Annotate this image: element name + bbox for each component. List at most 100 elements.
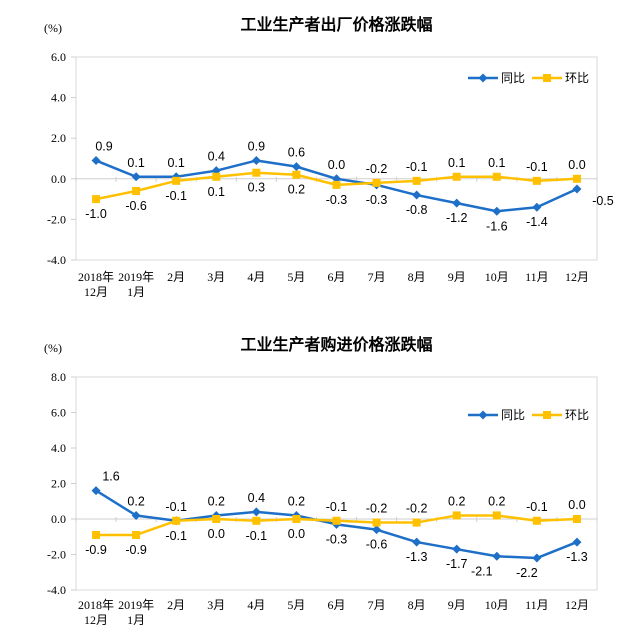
x-axis-tick-label: 7月 bbox=[368, 270, 386, 284]
data-label: -0.1 bbox=[326, 500, 348, 514]
data-label: -1.6 bbox=[486, 219, 508, 233]
unit-label: (%) bbox=[44, 21, 62, 35]
marker-square bbox=[492, 511, 501, 520]
ppi-output-chart: (%) 工业生产者出厂价格涨跌幅 6.0 4.0 2.0 0.0 -2.0 -4.0 201… bbox=[44, 17, 614, 299]
marker-square bbox=[92, 530, 101, 539]
x-axis-tick-label: 2019年 bbox=[118, 270, 154, 284]
x-axis-tick-label: 8月 bbox=[408, 598, 426, 612]
x-axis-tick-label: 2月 bbox=[167, 270, 185, 284]
x-axis-tick-label: 11月 bbox=[525, 598, 549, 612]
data-label: -0.1 bbox=[526, 160, 548, 174]
y-axis-tick-label: 6.0 bbox=[51, 50, 66, 64]
data-label: -0.2 bbox=[366, 162, 388, 176]
data-label: 0.1 bbox=[488, 156, 505, 170]
marker-square bbox=[132, 530, 141, 539]
marker-square bbox=[372, 518, 381, 527]
legend-tongbi-marker-icon bbox=[478, 73, 488, 83]
marker-square bbox=[252, 168, 261, 177]
y-axis-tick-label: 0.0 bbox=[51, 512, 66, 526]
x-axis-tick-label: 1月 bbox=[127, 613, 145, 627]
data-label: 0.9 bbox=[248, 140, 265, 154]
data-label: 0.2 bbox=[208, 494, 225, 508]
data-label: 0.2 bbox=[127, 494, 144, 508]
y-axis-tick-label: 2.0 bbox=[51, 477, 66, 491]
marker-diamond bbox=[412, 190, 422, 200]
marker-square bbox=[492, 172, 501, 181]
legend-huanbi-label: 环比 bbox=[565, 408, 589, 422]
y-axis-tick-label: -2.0 bbox=[47, 212, 66, 226]
marker-square bbox=[292, 515, 301, 523]
data-label: -0.3 bbox=[326, 193, 348, 207]
legend-huanbi-marker-icon bbox=[543, 411, 551, 419]
x-axis-tick-label: 7月 bbox=[368, 598, 386, 612]
marker-square bbox=[92, 195, 101, 204]
y-axis-tick-label: -4.0 bbox=[47, 253, 66, 267]
data-label: 0.1 bbox=[167, 156, 184, 170]
data-label: 0.0 bbox=[288, 527, 305, 541]
marker-square bbox=[212, 172, 221, 181]
data-label: -1.2 bbox=[446, 211, 468, 225]
marker-square bbox=[372, 178, 381, 187]
data-label: -2.2 bbox=[516, 566, 538, 580]
data-label: 0.1 bbox=[448, 156, 465, 170]
data-label: -0.3 bbox=[366, 193, 388, 207]
data-label: 0.0 bbox=[568, 498, 585, 512]
marker-square bbox=[132, 186, 141, 195]
data-label: -0.2 bbox=[406, 502, 428, 516]
marker-square bbox=[252, 516, 261, 525]
legend-huanbi-marker-icon bbox=[543, 74, 551, 82]
y-axis-tick-label: -2.0 bbox=[47, 548, 66, 562]
data-label: -0.9 bbox=[125, 543, 147, 557]
legend-tongbi-label: 同比 bbox=[501, 408, 525, 422]
data-label: -0.3 bbox=[326, 532, 348, 546]
x-axis-tick-label: 1月 bbox=[127, 285, 145, 299]
y-axis-tick-label: 6.0 bbox=[51, 406, 66, 420]
ppi-input-plot: 8.06.04.02.00.0-2.0-4.02018年12月2019年1月2月… bbox=[47, 370, 598, 627]
x-axis-tick-label: 2019年 bbox=[118, 598, 154, 612]
marker-square bbox=[332, 180, 341, 189]
legend-tongbi-marker-icon bbox=[478, 410, 488, 420]
marker-diamond bbox=[131, 510, 141, 520]
marker-diamond bbox=[291, 162, 301, 172]
marker-diamond bbox=[532, 202, 542, 212]
marker-diamond bbox=[91, 486, 101, 496]
x-axis-tick-label: 5月 bbox=[287, 270, 305, 284]
marker-diamond bbox=[372, 525, 382, 535]
data-label: -0.1 bbox=[246, 529, 268, 543]
marker-square bbox=[532, 516, 541, 525]
marker-diamond bbox=[131, 172, 141, 182]
x-axis-tick-label: 10月 bbox=[485, 598, 509, 612]
data-label: -1.3 bbox=[406, 550, 428, 564]
data-label: -0.1 bbox=[165, 529, 187, 543]
marker-diamond bbox=[492, 206, 502, 216]
data-label: 1.6 bbox=[102, 470, 119, 484]
x-axis-tick-label: 2月 bbox=[167, 598, 185, 612]
y-axis-tick-label: 2.0 bbox=[51, 131, 66, 145]
data-label: 0.2 bbox=[288, 183, 305, 197]
data-label: -0.1 bbox=[165, 500, 187, 514]
data-label: 0.0 bbox=[328, 158, 345, 172]
marker-square bbox=[412, 176, 421, 185]
y-axis-tick-label: 8.0 bbox=[51, 370, 66, 384]
marker-diamond bbox=[91, 156, 101, 166]
data-label: -0.1 bbox=[526, 500, 548, 514]
x-axis-tick-label: 5月 bbox=[287, 598, 305, 612]
x-axis-tick-label: 12月 bbox=[565, 598, 589, 612]
marker-diamond bbox=[492, 551, 502, 561]
marker-square bbox=[172, 176, 181, 185]
data-label: 0.0 bbox=[208, 527, 225, 541]
marker-square bbox=[452, 511, 461, 520]
data-label: 0.2 bbox=[448, 494, 465, 508]
marker-square bbox=[452, 172, 461, 181]
x-axis-tick-label: 12月 bbox=[565, 270, 589, 284]
x-axis-tick-label: 12月 bbox=[84, 285, 108, 299]
marker-square bbox=[572, 515, 581, 523]
chart-title: 工业生产者购进价格涨跌幅 bbox=[240, 337, 433, 354]
marker-diamond bbox=[532, 553, 542, 563]
chart-title: 工业生产者出厂价格涨跌幅 bbox=[240, 17, 433, 34]
y-axis-tick-label: 0.0 bbox=[51, 172, 66, 186]
data-label: 0.9 bbox=[95, 140, 112, 154]
data-label: -1.0 bbox=[85, 207, 107, 221]
marker-diamond bbox=[251, 507, 261, 517]
